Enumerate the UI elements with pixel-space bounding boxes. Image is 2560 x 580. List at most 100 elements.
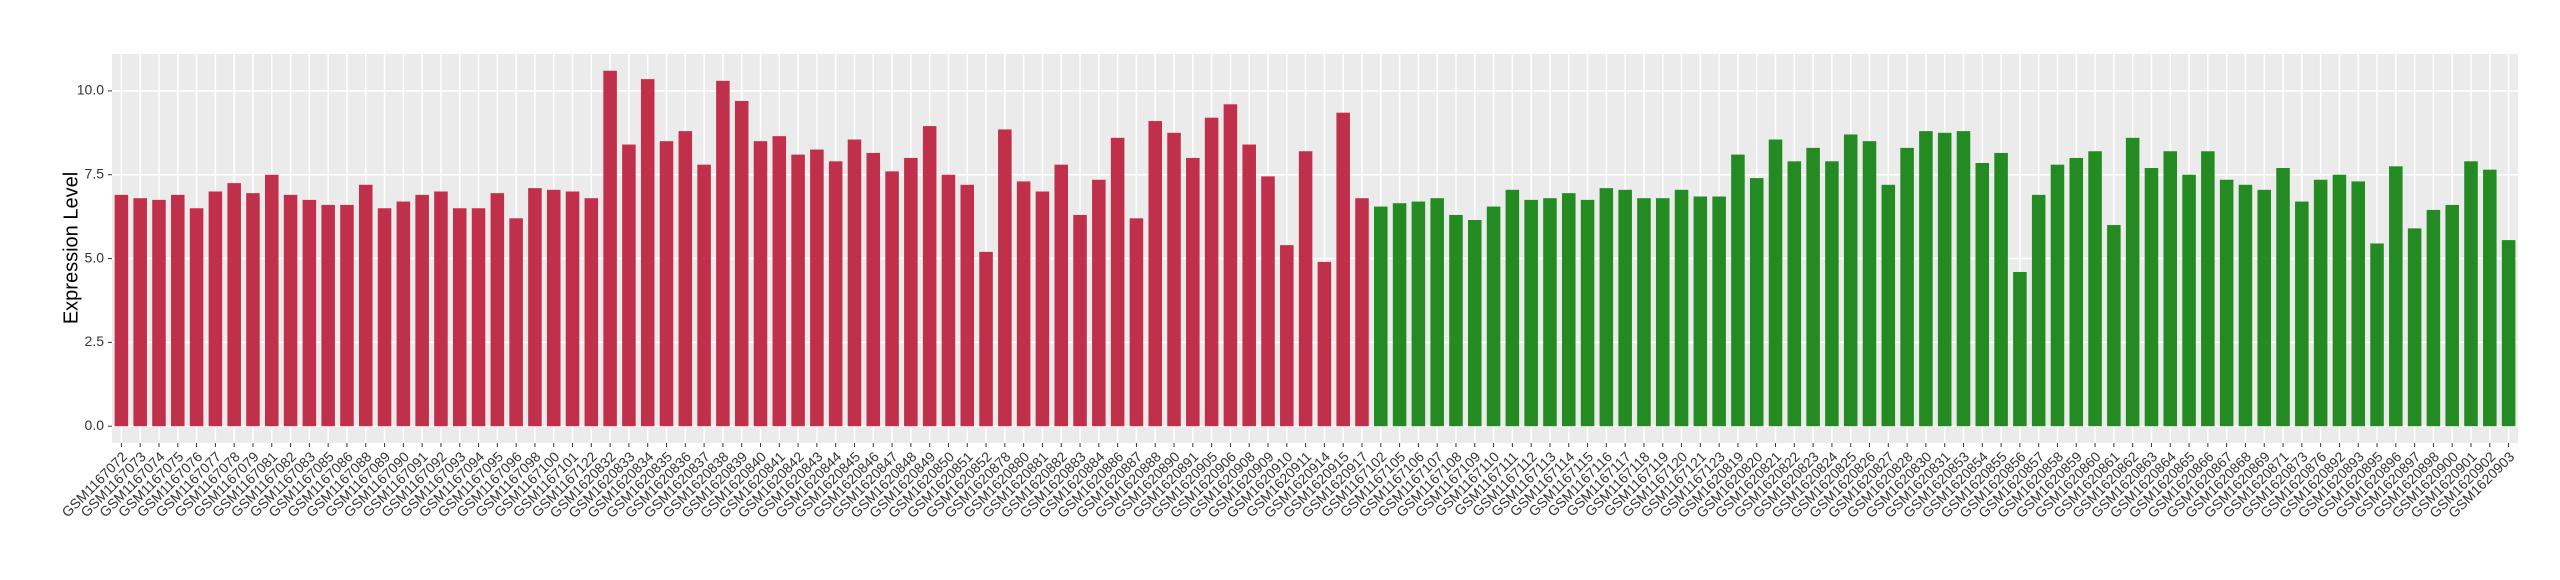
bar (2332, 174, 2347, 427)
bar (1242, 144, 1256, 427)
bar (1374, 206, 1388, 427)
bar (2370, 243, 2384, 427)
bar (171, 194, 185, 427)
bar (2313, 179, 2328, 427)
bar (1599, 188, 1614, 427)
bar (1768, 139, 1783, 427)
bar (1392, 203, 1407, 427)
bar (358, 184, 373, 427)
bar (1411, 201, 1426, 427)
bar (546, 189, 561, 427)
bar (189, 208, 204, 427)
bar (1148, 121, 1162, 427)
bar (828, 161, 843, 427)
bar (1073, 214, 1087, 427)
bar (2501, 240, 2516, 427)
bar (227, 183, 241, 427)
bar (2050, 164, 2065, 427)
bar (1543, 198, 1557, 427)
bar (772, 136, 787, 427)
bar (2295, 201, 2309, 427)
bar (1919, 131, 1933, 427)
bar (2107, 225, 2121, 427)
bar (1806, 147, 1820, 427)
bar (584, 198, 599, 427)
bar (1204, 117, 1219, 427)
bar (340, 204, 354, 427)
bar (1975, 162, 1990, 427)
bar (2088, 151, 2102, 427)
bar (528, 188, 542, 427)
bar (1280, 245, 1294, 427)
bar (659, 141, 674, 427)
bar (1862, 141, 1877, 427)
bar (922, 126, 937, 427)
bar (2483, 169, 2497, 427)
bar (1016, 181, 1031, 427)
bar (1298, 151, 1313, 427)
bar (208, 191, 223, 427)
bar (885, 171, 899, 427)
bar (810, 149, 824, 427)
bar (2219, 179, 2234, 427)
bar (114, 194, 129, 427)
bar (2125, 137, 2140, 427)
bar (904, 157, 918, 427)
bar (1937, 132, 1952, 427)
bar (1693, 196, 1708, 427)
bar (1054, 164, 1069, 427)
bar (1355, 198, 1369, 427)
bar (1261, 176, 1275, 427)
bar (866, 152, 881, 427)
bar (2163, 151, 2178, 427)
bar (265, 174, 279, 427)
bar (1486, 206, 1501, 427)
bar (1956, 131, 1971, 427)
bar (2069, 157, 2084, 427)
bar (791, 154, 805, 427)
bar (2201, 151, 2215, 427)
bar (2276, 168, 2290, 427)
bar (1749, 178, 1764, 427)
bar (2031, 194, 2046, 427)
bar (1505, 189, 1520, 427)
bar (734, 100, 749, 427)
bar (1092, 179, 1106, 427)
bar (1468, 219, 1482, 427)
y-tick-label: 10.0 (77, 82, 104, 98)
bar (1430, 198, 1444, 427)
bar (2238, 184, 2253, 427)
bar (847, 139, 862, 427)
bar (753, 141, 768, 427)
bar (1994, 152, 2008, 427)
bar (283, 194, 298, 427)
bar (415, 194, 429, 427)
bar (1167, 132, 1181, 427)
bar (1881, 184, 1896, 427)
bar (1035, 191, 1050, 427)
bar (979, 251, 993, 427)
bar (133, 198, 147, 427)
bar (1900, 147, 1914, 427)
bar (396, 201, 411, 427)
bar (1223, 104, 1238, 427)
bar (1655, 198, 1670, 427)
bar (490, 193, 505, 427)
bar (1524, 199, 1538, 427)
bar (152, 199, 166, 427)
bar (2464, 161, 2478, 427)
bar (678, 131, 693, 427)
y-tick-label: 2.5 (85, 333, 105, 349)
bar (509, 218, 523, 427)
bar (2013, 271, 2027, 427)
bar (2182, 174, 2196, 427)
bar (321, 204, 335, 427)
bar (622, 144, 636, 427)
y-tick-label: 7.5 (85, 165, 105, 181)
bar (640, 79, 655, 427)
bar (2445, 204, 2459, 427)
bar (434, 191, 448, 427)
bar (1336, 112, 1350, 427)
bar (1110, 137, 1125, 427)
